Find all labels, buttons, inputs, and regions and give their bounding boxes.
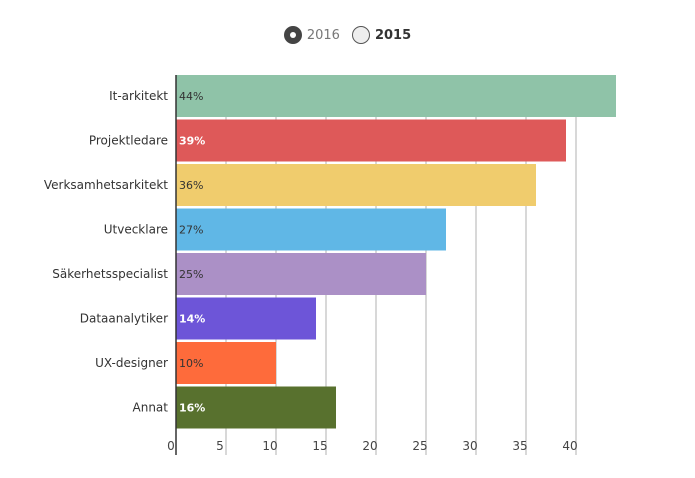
legend-option-2016[interactable]: 2016 xyxy=(283,26,340,44)
x-tick-label-30: 30 xyxy=(462,439,477,453)
bar-6 xyxy=(176,342,276,384)
chart-legend: 2016 2015 xyxy=(0,22,695,48)
data-label-5: 14% xyxy=(179,313,205,326)
legend-label-2015: 2015 xyxy=(374,27,412,43)
x-tick-label-10: 10 xyxy=(262,439,277,453)
data-label-0: 44% xyxy=(179,90,203,103)
category-label-0: It-arkitekt xyxy=(109,89,168,103)
bar-1 xyxy=(176,119,566,162)
category-label-5: Dataanalytiker xyxy=(80,312,168,326)
data-label-2: 36% xyxy=(179,179,203,192)
radio-unselected-icon[interactable] xyxy=(351,26,370,44)
category-label-4: Säkerhetsspecialist xyxy=(52,267,168,281)
x-tick-label-25: 25 xyxy=(412,439,427,453)
radio-selected-icon[interactable] xyxy=(283,26,302,44)
bar-3 xyxy=(176,208,446,251)
bar-5 xyxy=(176,297,316,340)
category-label-3: Utvecklare xyxy=(104,223,168,237)
data-label-1: 39% xyxy=(179,135,205,148)
data-label-4: 25% xyxy=(179,268,203,281)
legend-label-2016: 2016 xyxy=(306,27,340,43)
category-label-1: Projektledare xyxy=(89,134,168,148)
x-tick-label-15: 15 xyxy=(312,439,327,453)
bar-7 xyxy=(176,386,336,429)
category-label-6: UX-designer xyxy=(95,356,168,370)
bar-4 xyxy=(176,253,426,295)
category-label-7: Annat xyxy=(133,401,169,415)
x-tick-label-20: 20 xyxy=(362,439,377,453)
category-label-2: Verksamhetsarkitekt xyxy=(44,178,168,192)
bar-0 xyxy=(176,75,616,117)
data-label-7: 16% xyxy=(179,402,205,415)
x-tick-label-40: 40 xyxy=(562,439,577,453)
x-tick-label-35: 35 xyxy=(512,439,527,453)
data-label-6: 10% xyxy=(179,357,203,370)
bar-2 xyxy=(176,164,536,206)
x-tick-label-0: 0 xyxy=(167,439,175,453)
data-label-3: 27% xyxy=(179,224,203,237)
x-tick-label-5: 5 xyxy=(216,439,224,453)
legend-option-2015[interactable]: 2015 xyxy=(351,26,412,44)
